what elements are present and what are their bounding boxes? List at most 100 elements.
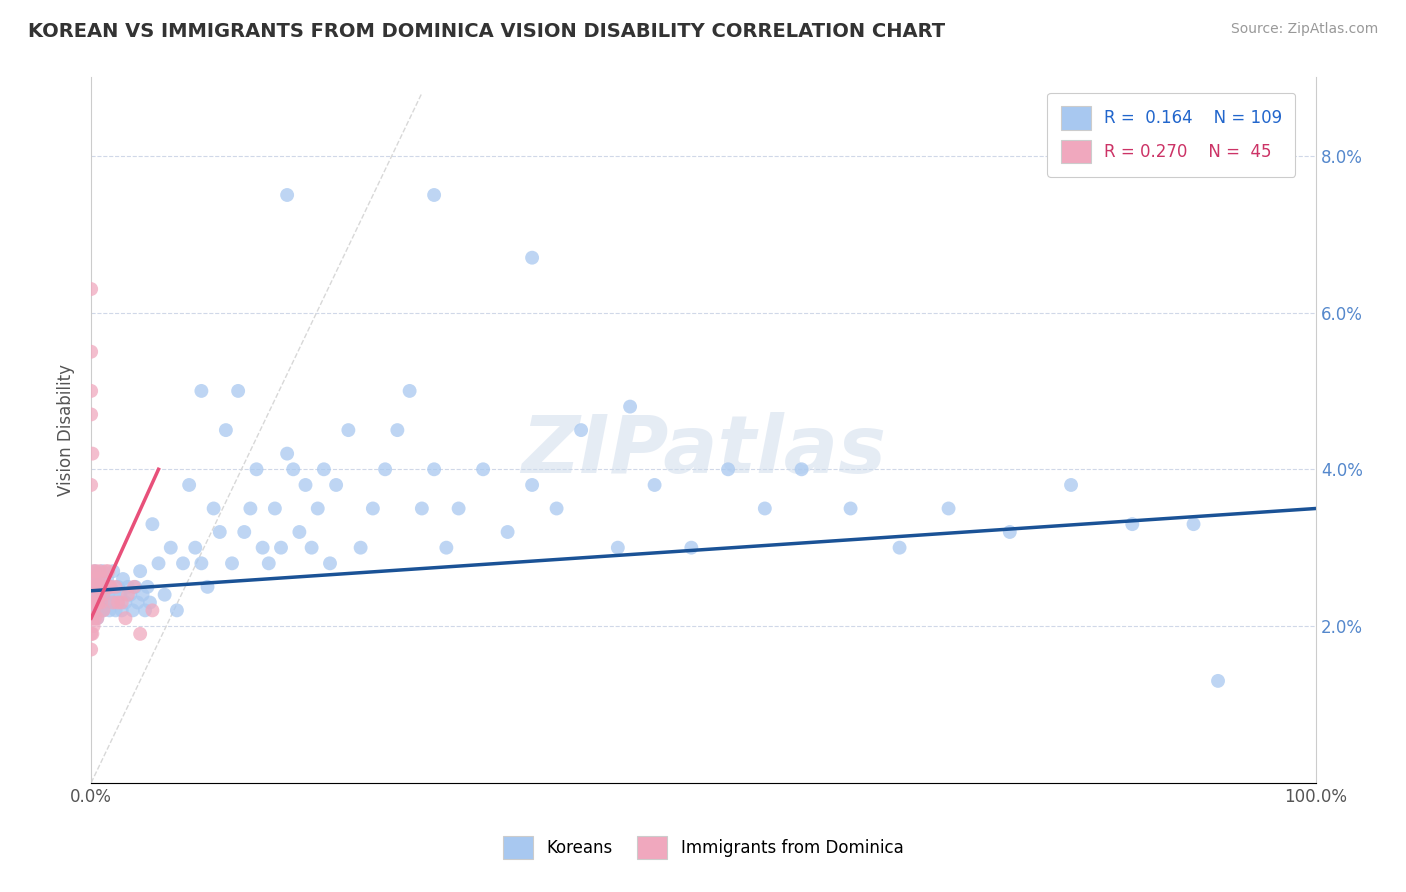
Point	[239, 501, 262, 516]
Point	[94, 595, 117, 609]
Point	[1182, 517, 1205, 532]
Point	[90, 580, 112, 594]
Point	[83, 564, 105, 578]
Point	[93, 580, 115, 594]
Point	[83, 580, 105, 594]
Point	[134, 603, 156, 617]
Point	[86, 595, 108, 609]
Point	[93, 588, 115, 602]
Point	[87, 595, 110, 609]
Point	[190, 384, 212, 398]
Point	[790, 462, 813, 476]
Text: ZIPatlas: ZIPatlas	[522, 412, 886, 491]
Point	[80, 611, 103, 625]
Point	[96, 580, 118, 594]
Point	[120, 588, 142, 602]
Point	[86, 611, 108, 625]
Point	[100, 580, 122, 594]
Point	[93, 603, 115, 617]
Point	[104, 580, 127, 594]
Point	[411, 501, 433, 516]
Point	[938, 501, 960, 516]
Point	[91, 564, 114, 578]
Point	[89, 588, 111, 602]
Point	[129, 564, 152, 578]
Point	[569, 423, 592, 437]
Point	[520, 478, 543, 492]
Point	[215, 423, 238, 437]
Point	[110, 588, 132, 602]
Point	[89, 572, 111, 586]
Point	[148, 557, 170, 571]
Point	[80, 642, 103, 657]
Point	[301, 541, 323, 555]
Point	[93, 588, 115, 602]
Point	[319, 557, 342, 571]
Point	[546, 501, 568, 516]
Point	[172, 557, 194, 571]
Point	[276, 447, 298, 461]
Point	[117, 588, 139, 602]
Point	[434, 541, 457, 555]
Point	[117, 580, 139, 594]
Point	[520, 251, 543, 265]
Point	[83, 564, 105, 578]
Point	[1206, 673, 1229, 688]
Point	[141, 517, 163, 532]
Point	[91, 572, 114, 586]
Point	[129, 627, 152, 641]
Point	[82, 572, 104, 586]
Point	[80, 282, 103, 296]
Point	[374, 462, 396, 476]
Point	[107, 580, 129, 594]
Point	[276, 188, 298, 202]
Point	[202, 501, 225, 516]
Point	[83, 595, 105, 609]
Point	[121, 603, 143, 617]
Point	[83, 619, 105, 633]
Point	[717, 462, 740, 476]
Point	[179, 478, 201, 492]
Point	[80, 580, 103, 594]
Text: KOREAN VS IMMIGRANTS FROM DOMINICA VISION DISABILITY CORRELATION CHART: KOREAN VS IMMIGRANTS FROM DOMINICA VISIO…	[28, 22, 945, 41]
Point	[103, 595, 125, 609]
Point	[83, 603, 105, 617]
Point	[136, 580, 159, 594]
Point	[93, 580, 115, 594]
Point	[153, 588, 176, 602]
Point	[288, 524, 311, 539]
Point	[111, 603, 134, 617]
Point	[312, 462, 335, 476]
Point	[114, 595, 136, 609]
Point	[101, 595, 124, 609]
Point	[496, 524, 519, 539]
Point	[398, 384, 420, 398]
Point	[83, 580, 105, 594]
Point	[82, 627, 104, 641]
Point	[208, 524, 231, 539]
Point	[139, 595, 162, 609]
Point	[97, 564, 120, 578]
Point	[111, 572, 134, 586]
Point	[93, 603, 115, 617]
Point	[122, 580, 145, 594]
Point	[86, 611, 108, 625]
Point	[131, 588, 153, 602]
Point	[90, 603, 112, 617]
Point	[754, 501, 776, 516]
Point	[80, 408, 103, 422]
Point	[94, 564, 117, 578]
Point	[87, 588, 110, 602]
Point	[86, 572, 108, 586]
Point	[96, 572, 118, 586]
Point	[423, 188, 446, 202]
Point	[83, 595, 105, 609]
Point	[1121, 517, 1143, 532]
Legend: R =  0.164    N = 109, R = 0.270    N =  45: R = 0.164 N = 109, R = 0.270 N = 45	[1047, 93, 1295, 177]
Point	[89, 595, 111, 609]
Point	[226, 384, 249, 398]
Point	[233, 524, 256, 539]
Point	[91, 595, 114, 609]
Point	[83, 588, 105, 602]
Point	[111, 595, 134, 609]
